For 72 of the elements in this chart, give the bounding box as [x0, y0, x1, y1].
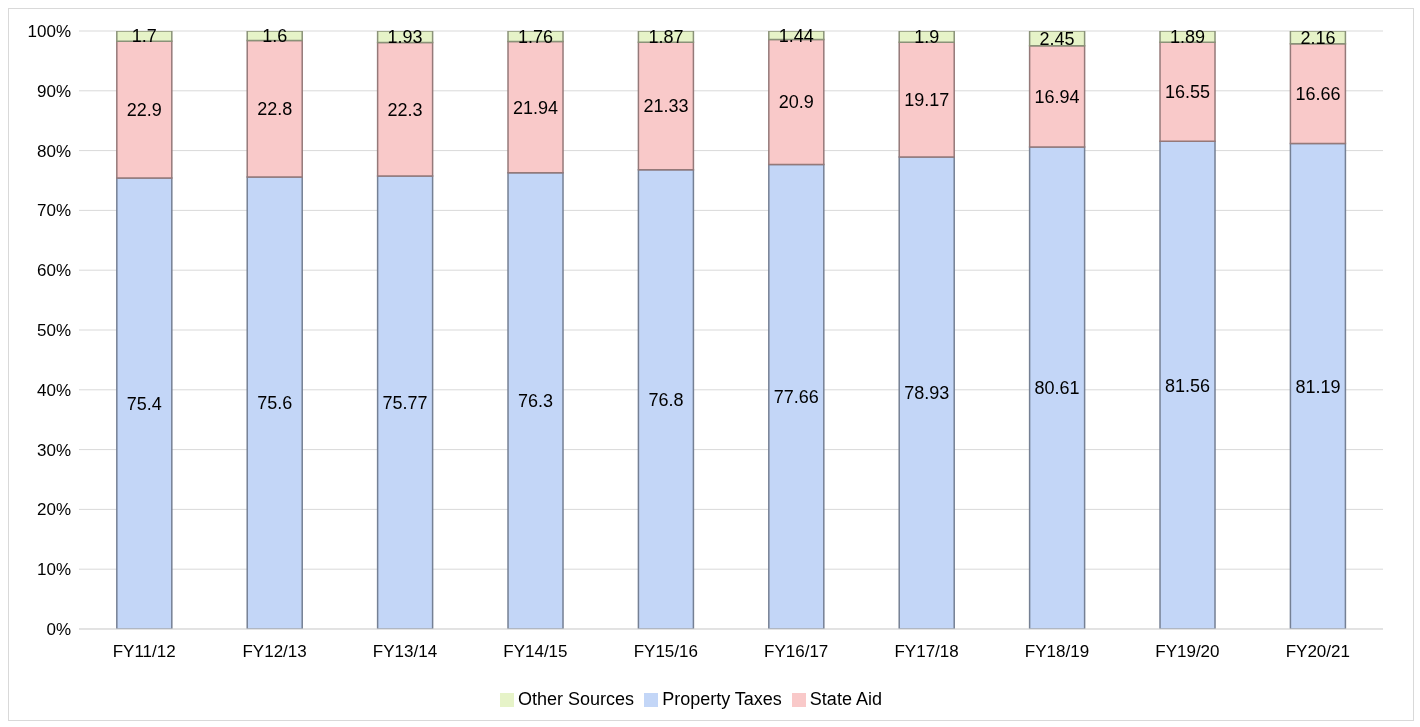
y-tick-label: 0%	[46, 620, 71, 640]
bar	[1159, 41, 1216, 143]
data-label: 20.9	[778, 92, 814, 113]
data-label: 1.89	[1169, 27, 1206, 48]
data-label: 81.56	[1164, 375, 1211, 396]
x-tick-label: FY18/19	[1024, 642, 1090, 662]
x-tick-label: FY17/18	[894, 642, 959, 662]
bar	[376, 41, 434, 177]
data-label: 22.9	[126, 100, 162, 121]
data-label: 76.8	[648, 389, 684, 410]
y-tick-label: 20%	[36, 500, 71, 520]
data-label: 22.3	[387, 99, 423, 120]
data-label: 1.7	[131, 26, 157, 47]
y-tick-label: 100%	[27, 22, 71, 42]
bar	[1028, 146, 1086, 629]
data-label: 2.45	[1039, 28, 1075, 49]
data-label: 1.44	[778, 25, 814, 46]
y-tick-label: 30%	[36, 440, 71, 460]
bar	[898, 41, 955, 158]
data-label: 16.55	[1164, 82, 1211, 103]
bar	[116, 31, 173, 42]
bar	[376, 175, 434, 629]
data-label: 19.17	[904, 90, 950, 111]
bar	[116, 177, 173, 629]
y-tick-label: 50%	[36, 321, 71, 341]
bar	[1289, 142, 1347, 629]
bar	[1159, 140, 1216, 629]
bar	[1028, 44, 1086, 148]
data-label: 16.94	[1034, 86, 1080, 107]
x-tick-label: FY15/16	[633, 642, 698, 662]
data-label: 75.6	[257, 393, 293, 414]
bar	[1289, 43, 1347, 145]
data-label: 78.93	[904, 383, 950, 404]
x-tick-label: FY16/17	[764, 642, 829, 662]
data-label: 77.66	[773, 387, 819, 408]
data-label: 22.8	[257, 99, 293, 120]
bar	[116, 40, 173, 179]
bar	[507, 171, 564, 629]
y-tick-label: 70%	[36, 201, 71, 221]
data-label: 1.9	[914, 27, 940, 48]
data-label: 21.94	[512, 97, 559, 118]
data-label: 16.66	[1295, 84, 1341, 105]
legend-label: Property Taxes	[662, 689, 782, 709]
data-label: 1.76	[517, 26, 554, 47]
bar	[898, 156, 955, 629]
y-tick-label: 40%	[36, 380, 71, 400]
bar	[768, 163, 825, 629]
bar	[637, 168, 695, 629]
bar	[246, 176, 303, 629]
data-label: 1.87	[648, 26, 684, 47]
x-tick-label: FY11/12	[112, 642, 176, 662]
legend-label: Other Sources	[518, 689, 635, 709]
legend-label: State Aid	[809, 689, 882, 709]
y-tick-label: 10%	[36, 560, 71, 580]
data-label: 76.3	[517, 391, 554, 412]
data-label: 75.4	[126, 393, 162, 414]
x-tick-label: FY20/21	[1285, 642, 1350, 662]
data-label: 80.61	[1034, 378, 1080, 399]
y-tick-label: 60%	[36, 261, 71, 281]
x-tick-label: FY19/20	[1155, 642, 1220, 662]
data-label: 21.33	[643, 96, 689, 117]
x-tick-label: FY14/15	[503, 642, 568, 662]
y-tick-label: 80%	[36, 141, 71, 161]
bar	[637, 41, 695, 171]
data-label: 75.77	[382, 392, 428, 413]
data-label: 1.6	[262, 26, 288, 47]
x-tick-label: FY13/14	[372, 642, 438, 662]
data-label: 81.19	[1295, 376, 1341, 397]
y-tick-label: 90%	[36, 81, 71, 101]
data-label: 2.16	[1300, 27, 1336, 48]
x-tick-label: FY12/13	[242, 642, 307, 662]
data-label: 1.93	[387, 27, 423, 48]
